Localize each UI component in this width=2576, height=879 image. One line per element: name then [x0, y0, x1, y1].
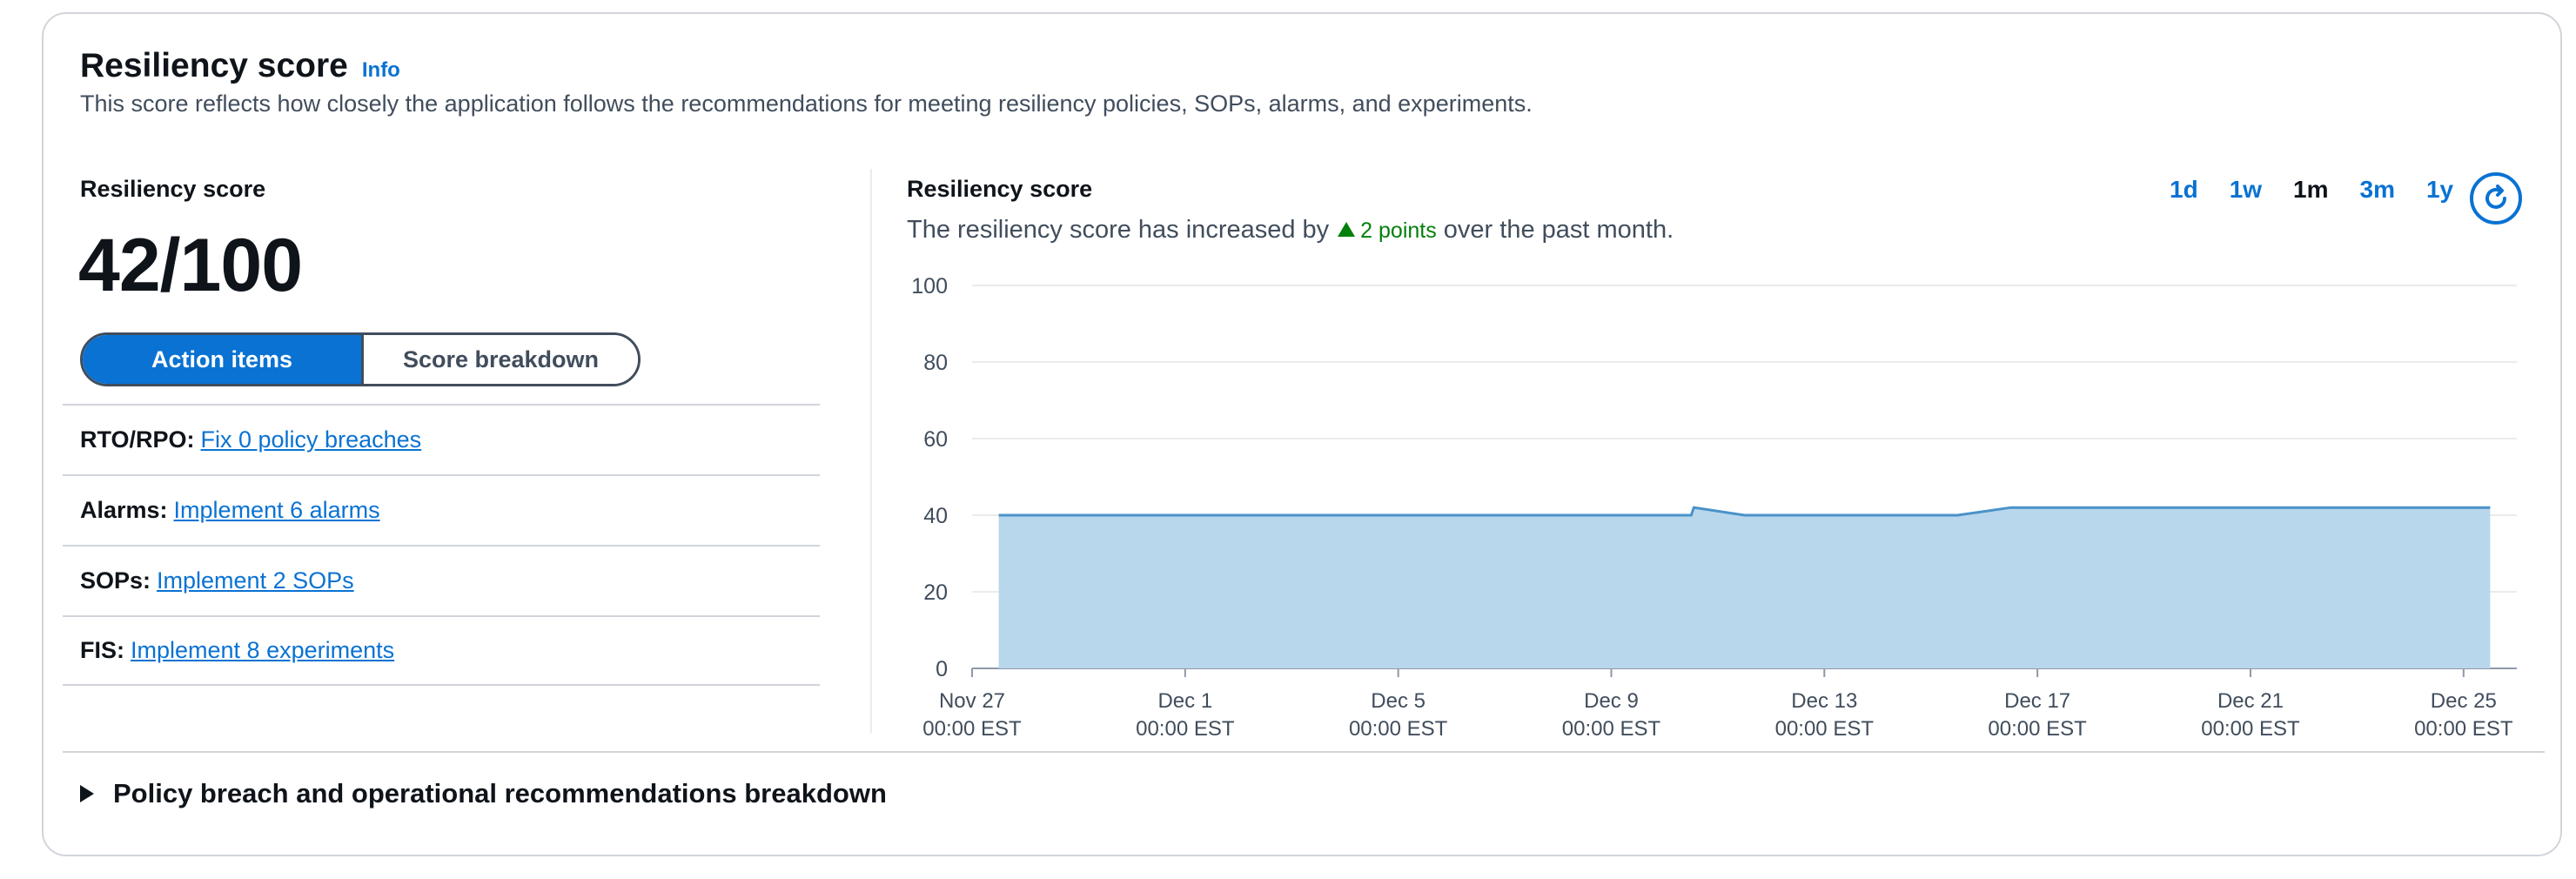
resiliency-score-chart: 0 20 40 60 80 100 Nov 27 00:00 EST Dec 1 00:00 ES… [911, 274, 2517, 741]
x-tick-sublabel: 00:00 EST [1988, 717, 2087, 741]
chart-title: Resiliency score [907, 176, 1093, 202]
y-tick-label: 80 [923, 351, 948, 375]
x-tick-label: Dec 17 [2004, 689, 2070, 713]
x-tick-label: Nov 27 [939, 689, 1005, 713]
y-tick-label: 40 [923, 504, 948, 528]
x-tick-label: Dec 9 [1584, 689, 1639, 713]
section-divider [63, 751, 2545, 753]
list-item-alarms: Alarms: Implement 6 alarms [63, 474, 820, 545]
card-title: Resiliency score [80, 47, 348, 84]
time-range-selector: 1d 1w 1m 3m 1y [2170, 176, 2485, 204]
item-label: FIS: [80, 637, 124, 663]
view-toggle: Action items Score breakdown [80, 332, 641, 386]
range-1y[interactable]: 1y [2425, 176, 2454, 203]
refresh-button[interactable] [2470, 172, 2522, 225]
x-tick-label: Dec 21 [2217, 689, 2284, 713]
series-line [998, 506, 2491, 517]
policy-breakdown-expander[interactable]: Policy breach and operational recommenda… [80, 778, 887, 809]
x-tick-label: Dec 5 [1371, 689, 1426, 713]
score-breakdown-tab[interactable]: Score breakdown [361, 335, 638, 384]
x-tick-sublabel: 00:00 EST [2201, 717, 2300, 741]
range-3m[interactable]: 3m [2359, 176, 2395, 203]
x-tick-label: Dec 13 [1791, 689, 1857, 713]
expander-label: Policy breach and operational recommenda… [113, 778, 887, 809]
range-1w[interactable]: 1w [2229, 176, 2263, 203]
score-value: 42/100 [78, 224, 303, 307]
y-tick-label: 20 [923, 580, 948, 605]
refresh-icon [2485, 185, 2506, 209]
x-tick-label: Dec 1 [1157, 689, 1212, 713]
x-tick-sublabel: 00:00 EST [922, 717, 1022, 741]
panel-divider [870, 169, 872, 733]
action-items-list: RTO/RPO: Fix 0 policy breaches Alarms: I… [63, 404, 820, 686]
item-label: SOPs: [80, 567, 151, 594]
card-header: Resiliency score Info [80, 47, 400, 85]
x-tick-sublabel: 00:00 EST [1775, 717, 1875, 741]
x-tick-label: Dec 25 [2431, 689, 2497, 713]
implement-sops-link[interactable]: Implement 2 SOPs [157, 567, 354, 594]
info-link[interactable]: Info [361, 58, 400, 82]
list-item-rto-rpo: RTO/RPO: Fix 0 policy breaches [63, 404, 820, 474]
item-label: Alarms: [80, 497, 168, 523]
series-area [998, 507, 2491, 668]
implement-alarms-link[interactable]: Implement 6 alarms [173, 497, 380, 523]
range-1d[interactable]: 1d [2170, 176, 2198, 203]
chart-summary: The resiliency score has increased by 2 p… [907, 216, 1674, 245]
x-tick-sublabel: 00:00 EST [1136, 717, 1235, 741]
range-1m[interactable]: 1m [2293, 176, 2329, 203]
summary-suffix: over the past month. [1443, 216, 1674, 244]
caret-right-icon [80, 785, 94, 802]
x-tick-sublabel: 00:00 EST [1349, 717, 1448, 741]
list-item-sops: SOPs: Implement 2 SOPs [63, 545, 820, 615]
item-label: RTO/RPO: [80, 426, 195, 453]
implement-experiments-link[interactable]: Implement 8 experiments [131, 637, 395, 663]
fix-policy-breaches-link[interactable]: Fix 0 policy breaches [200, 426, 422, 453]
card-description: This score reflects how closely the appl… [80, 91, 1533, 117]
score-label: Resiliency score [80, 176, 266, 202]
y-tick-label: 0 [936, 657, 948, 681]
y-tick-label: 100 [911, 274, 948, 299]
x-tick-sublabel: 00:00 EST [2414, 717, 2513, 741]
delta-value: 2 points [1360, 218, 1437, 243]
increase-arrow-icon [1338, 222, 1356, 237]
resiliency-score-card: Resiliency score Info This score reflect… [42, 12, 2562, 856]
x-tick-sublabel: 00:00 EST [1562, 717, 1661, 741]
y-tick-label: 60 [923, 427, 948, 452]
list-item-fis: FIS: Implement 8 experiments [63, 615, 820, 686]
action-items-tab[interactable]: Action items [83, 335, 361, 384]
summary-prefix: The resiliency score has increased by [907, 216, 1330, 244]
